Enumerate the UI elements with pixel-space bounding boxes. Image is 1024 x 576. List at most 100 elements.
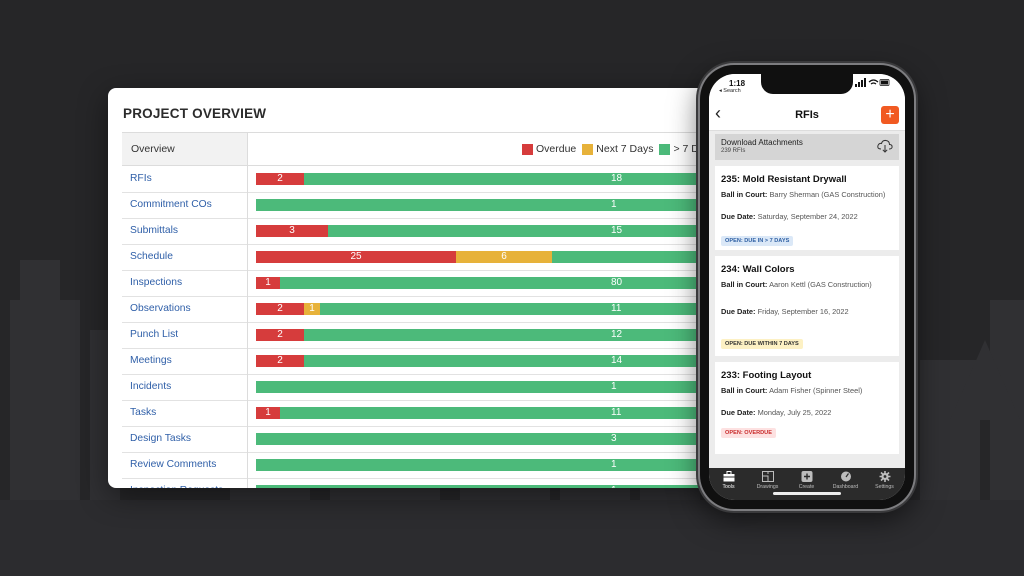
download-subtitle: 239 RFIs (721, 148, 746, 154)
bar-segment-green[interactable]: 1 (256, 381, 748, 393)
bar-segment-yellow[interactable]: 6 (456, 251, 552, 263)
bar-segment-red[interactable]: 1 (256, 407, 280, 419)
tab-label: Tools (722, 484, 735, 490)
due-label: Due Date: (721, 212, 756, 221)
bar-segment-green[interactable]: 14 (304, 355, 748, 367)
row-label-link[interactable]: RFIs (122, 166, 248, 192)
bar-segment-green[interactable]: 1 (256, 459, 748, 471)
chart-row: Punch List 2 12 (122, 322, 748, 349)
card-title: PROJECT OVERVIEW (123, 106, 267, 121)
row-label-link[interactable]: Commitment COs (122, 192, 248, 218)
stacked-bar: 25 6 (256, 251, 748, 263)
legend-next-7-days: Next 7 Days (582, 143, 653, 155)
row-label-link[interactable]: Design Tasks (122, 426, 248, 452)
legend-swatch-next-7-days (582, 143, 594, 155)
stacked-bar: 2 14 (256, 355, 748, 367)
stacked-bar: 3 15 (256, 225, 748, 237)
row-label-link[interactable]: Review Comments (122, 452, 248, 478)
create-plus-icon (801, 471, 812, 482)
tab-create[interactable]: Create (787, 471, 826, 490)
row-label-link[interactable]: Schedule (122, 244, 248, 270)
chevron-left-icon[interactable]: ‹ (715, 103, 721, 123)
download-attachments-button[interactable]: Download Attachments 239 RFIs (715, 134, 899, 160)
status-search-label: Search (723, 88, 741, 94)
ball-value: Barry Sherman (GAS Construction) (769, 190, 886, 199)
bar-segment-green[interactable]: 11 (280, 407, 748, 419)
row-label-link[interactable]: Submittals (122, 218, 248, 244)
phone-screen: 1:18 ◂ Search ‹ RFIs + Download Attachme… (709, 74, 905, 500)
chart-row: Submittals 3 15 (122, 218, 748, 245)
stacked-bar: 1 80 (256, 277, 748, 289)
bar-segment-green[interactable]: 12 (304, 329, 748, 341)
screen-title: RFIs (795, 109, 819, 121)
chart-row: Observations 2 1 11 (122, 296, 748, 323)
due-value: Friday, September 16, 2022 (757, 307, 849, 316)
tab-tools[interactable]: Tools (709, 471, 748, 490)
rfi-card[interactable]: 234: Wall Colors Ball in Court: Aaron Ke… (715, 256, 899, 356)
rfi-ball-in-court: Ball in Court: Aaron Kettl (GAS Construc… (721, 279, 891, 290)
table-header: Overview Overdue Next 7 Days > 7 Days (122, 133, 748, 166)
rfi-due-date: Due Date: Monday, July 25, 2022 (721, 407, 891, 418)
rfi-title: 235: Mold Resistant Drywall (721, 174, 847, 185)
ball-label: Ball in Court: (721, 280, 768, 289)
row-label-link[interactable]: Tasks (122, 400, 248, 426)
row-label-link[interactable]: Inspection Requests (122, 478, 248, 488)
bottom-tab-bar: Tools Drawings Create Dashboard Settings (709, 468, 905, 500)
bar-segment-red[interactable]: 1 (256, 277, 280, 289)
status-icons (855, 78, 891, 89)
bar-segment-green[interactable] (552, 251, 748, 263)
stacked-bar: 1 (256, 199, 748, 211)
signal-wifi-battery-icon (855, 78, 890, 87)
due-label: Due Date: (721, 408, 756, 417)
add-rfi-button[interactable]: + (881, 106, 899, 124)
row-label-link[interactable]: Inspections (122, 270, 248, 296)
ball-label: Ball in Court: (721, 386, 768, 395)
stacked-bar: 1 (256, 381, 748, 393)
chart-row: Inspections 1 80 (122, 270, 748, 297)
toolbox-icon (723, 471, 734, 482)
row-label-link[interactable]: Meetings (122, 348, 248, 374)
status-bar: 1:18 ◂ Search (709, 74, 905, 100)
stacked-bar: 1 11 (256, 407, 748, 419)
bar-segment-green[interactable]: 3 (256, 433, 748, 445)
bar-segment-green[interactable]: 15 (328, 225, 748, 237)
status-time: 1:18 (729, 79, 746, 88)
chart-row: Incidents 1 (122, 374, 748, 401)
bar-segment-red[interactable]: 2 (256, 329, 304, 341)
tab-dashboard[interactable]: Dashboard (826, 471, 865, 490)
status-back-to-search[interactable]: ◂ Search (719, 88, 741, 94)
stacked-bar: 1 (256, 459, 748, 471)
rfi-ball-in-court: Ball in Court: Barry Sherman (GAS Constr… (721, 189, 891, 200)
row-label-link[interactable]: Incidents (122, 374, 248, 400)
bar-segment-green[interactable]: 1 (256, 485, 748, 488)
bar-segment-red[interactable]: 2 (256, 173, 304, 185)
bar-segment-yellow[interactable]: 1 (304, 303, 320, 315)
row-label-link[interactable]: Punch List (122, 322, 248, 348)
bar-segment-red[interactable]: 25 (256, 251, 456, 263)
overview-table: Overview Overdue Next 7 Days > 7 Days RF… (122, 132, 748, 488)
tab-drawings[interactable]: Drawings (748, 471, 787, 490)
chart-row: Meetings 2 14 (122, 348, 748, 375)
due-value: Monday, July 25, 2022 (757, 408, 832, 417)
bar-segment-green[interactable]: 80 (280, 277, 748, 289)
chart-row: Schedule 25 6 (122, 244, 748, 271)
home-indicator (773, 492, 841, 495)
bar-segment-green[interactable]: 1 (256, 199, 748, 211)
nav-bar: ‹ RFIs + (709, 100, 905, 131)
rfi-due-date: Due Date: Friday, September 16, 2022 (721, 306, 891, 317)
bar-segment-green[interactable]: 11 (320, 303, 748, 315)
rfi-card[interactable]: 233: Footing Layout Ball in Court: Adam … (715, 362, 899, 454)
rfi-title: 233: Footing Layout (721, 370, 812, 381)
bar-segment-green[interactable]: 18 (304, 173, 748, 185)
status-badge: OPEN: DUE WITHIN 7 DAYS (721, 339, 803, 349)
rfi-card[interactable]: 235: Mold Resistant Drywall Ball in Cour… (715, 166, 899, 250)
chart-row: RFIs 2 18 (122, 166, 748, 193)
tab-settings[interactable]: Settings (865, 471, 904, 490)
row-label-link[interactable]: Observations (122, 296, 248, 322)
tab-label: Create (798, 484, 815, 490)
bar-segment-red[interactable]: 3 (256, 225, 328, 237)
bar-segment-red[interactable]: 2 (256, 303, 304, 315)
chart-row: Inspection Requests 1 (122, 478, 748, 488)
tab-label: Drawings (756, 484, 779, 490)
bar-segment-red[interactable]: 2 (256, 355, 304, 367)
